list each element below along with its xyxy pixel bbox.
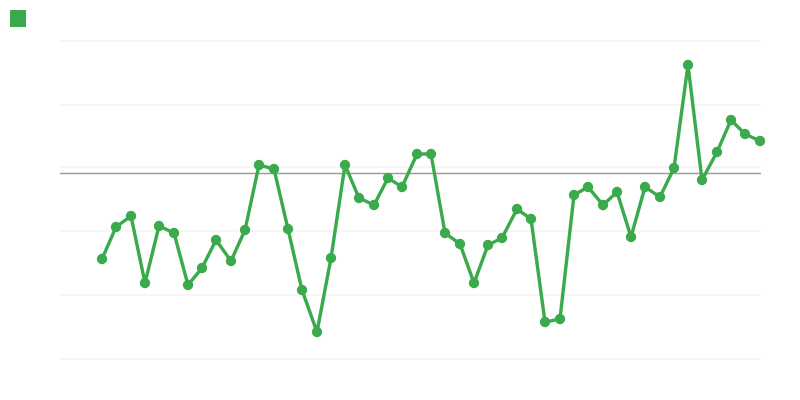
data-point xyxy=(425,148,437,160)
data-point xyxy=(239,224,251,236)
data-point xyxy=(554,313,566,325)
data-point xyxy=(396,181,408,193)
data-point xyxy=(411,148,423,160)
data-point xyxy=(339,159,351,171)
data-point xyxy=(168,227,180,239)
data-point xyxy=(382,172,394,184)
data-point xyxy=(496,232,508,244)
data-point xyxy=(725,114,737,126)
data-point xyxy=(511,203,523,215)
data-point xyxy=(282,223,294,235)
legend-swatch xyxy=(10,10,26,27)
data-point xyxy=(539,316,551,328)
data-point xyxy=(253,159,265,171)
data-point xyxy=(696,174,708,186)
data-point xyxy=(325,252,337,264)
data-point xyxy=(639,181,651,193)
data-point xyxy=(682,59,694,71)
data-point xyxy=(625,231,637,243)
data-point xyxy=(482,239,494,251)
data-point xyxy=(353,192,365,204)
data-point xyxy=(311,326,323,338)
data-point xyxy=(568,189,580,201)
data-point xyxy=(711,146,723,158)
data-point xyxy=(268,163,280,175)
data-point xyxy=(525,213,537,225)
data-point xyxy=(125,210,137,222)
data-point xyxy=(668,162,680,174)
data-point xyxy=(139,277,151,289)
data-point xyxy=(611,186,623,198)
data-point xyxy=(597,199,609,211)
data-point xyxy=(439,227,451,239)
data-point xyxy=(582,181,594,193)
data-point xyxy=(196,262,208,274)
data-point xyxy=(468,277,480,289)
data-point xyxy=(110,221,122,233)
data-point xyxy=(153,220,165,232)
data-point-markers xyxy=(96,59,766,338)
data-point xyxy=(296,284,308,296)
data-point xyxy=(654,191,666,203)
data-point xyxy=(96,253,108,265)
data-point xyxy=(368,199,380,211)
data-point xyxy=(182,279,194,291)
data-point xyxy=(754,135,766,147)
data-point xyxy=(454,238,466,250)
data-point xyxy=(225,255,237,267)
data-point xyxy=(739,128,751,140)
data-point xyxy=(210,234,222,246)
